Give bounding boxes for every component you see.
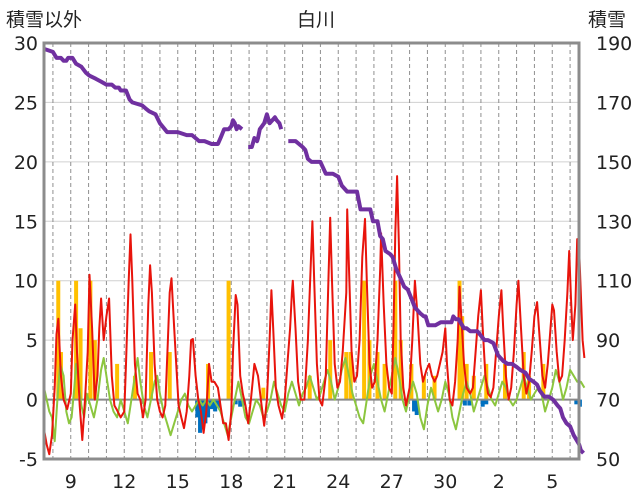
precipitation-bar [328, 340, 333, 400]
precipitation-bar [92, 340, 97, 400]
x-tick-label: 5 [546, 471, 558, 493]
precipitation-bar [226, 280, 231, 400]
right-tick-label: 50 [596, 449, 620, 471]
negative_bars-bar [414, 399, 419, 416]
right-tick-label: 70 [596, 390, 620, 412]
negative_bars-bar [480, 399, 485, 407]
negative-bars [195, 399, 582, 433]
negative_bars-bar [213, 399, 218, 412]
precipitation-bar [167, 352, 172, 400]
right-tick-label: 170 [596, 92, 632, 114]
left-tick-label: 5 [26, 330, 38, 352]
precipitation-bar [78, 328, 83, 400]
precipitation-bar [132, 375, 137, 400]
x-tick-label: 30 [433, 471, 457, 493]
negative_bars-bar [200, 399, 205, 430]
precipitation-bar [398, 340, 403, 400]
temperature_max-line [43, 175, 586, 456]
x-tick-label: 18 [219, 471, 243, 493]
precipitation-bar [115, 363, 120, 400]
left-tick-label: 10 [14, 271, 38, 293]
negative_bars-bar [206, 399, 211, 418]
negative_bars-bar [198, 399, 203, 433]
precipitation-bar [527, 375, 532, 400]
negative_bars-bar [233, 399, 238, 405]
chart-title: 白川 [297, 9, 335, 31]
precipitation-bar [307, 375, 312, 400]
precipitation-bar [56, 280, 61, 400]
negative_bars-bar [484, 399, 489, 405]
precipitation-bar [432, 375, 437, 400]
negative_bars-bar [238, 399, 243, 407]
precipitation-bar [393, 280, 398, 400]
x-tick-labels: 9 12 15 18 21 24 27 30 2 5 [65, 471, 559, 493]
precipitation-bar [382, 363, 387, 400]
precipitation-bar [457, 280, 462, 400]
left-tick-label: -5 [19, 449, 38, 471]
left-tick-label: 0 [26, 390, 38, 412]
negative_bars-bar [216, 399, 221, 408]
left-tick-label: 25 [14, 92, 38, 114]
x-tick-label: 15 [166, 471, 190, 493]
negative_bars-bar [467, 399, 472, 406]
x-tick-label: 2 [493, 471, 505, 493]
right-tick-label: 90 [596, 330, 620, 352]
x-tick-label: 21 [273, 471, 297, 493]
precipitation-bar [344, 352, 349, 400]
precipitation-bar [362, 280, 367, 400]
x-tick-label: 12 [112, 471, 136, 493]
negative_bars-bar [195, 399, 200, 418]
x-tick-label: 24 [326, 471, 350, 493]
snow_depth-line [248, 112, 284, 149]
left-tick-label: 20 [14, 152, 38, 174]
precipitation-bar [149, 352, 153, 400]
negative_bars-bar [412, 399, 417, 412]
precipitation-bar [261, 387, 266, 400]
precipitation-bar [375, 352, 380, 400]
snow_depth-line [43, 47, 244, 146]
negative_bars-bar [462, 399, 467, 406]
left-axis-title: 積雪以外 [6, 9, 82, 31]
precipitation-bar [502, 363, 507, 400]
right-tick-labels: 50 70 90 110 130 150 170 190 [596, 33, 632, 471]
right-tick-label: 130 [596, 211, 632, 233]
precipitation-bar [409, 363, 414, 400]
precipitation-bar [460, 316, 465, 400]
right-tick-label: 150 [596, 152, 632, 174]
right-tick-label: 110 [596, 271, 632, 293]
negative_bars-bar [241, 399, 246, 406]
negative_bars-bar [574, 399, 579, 405]
left-tick-labels: -5 0 5 10 15 20 25 30 [14, 33, 38, 471]
plot-frame [42, 41, 581, 461]
left-tick-label: 15 [14, 211, 38, 233]
precipitation-bar [348, 352, 353, 400]
precipitation-bar [88, 280, 93, 400]
left-tick-label: 30 [14, 33, 38, 55]
x-tick-label: 9 [65, 471, 77, 493]
right-tick-label: 190 [596, 33, 632, 55]
series-lines [43, 47, 586, 456]
snow_depth-line [288, 139, 585, 455]
x-tick-label: 27 [380, 471, 404, 493]
precipitation-bar [421, 375, 426, 400]
right-axis-title: 積雪 [588, 9, 626, 31]
